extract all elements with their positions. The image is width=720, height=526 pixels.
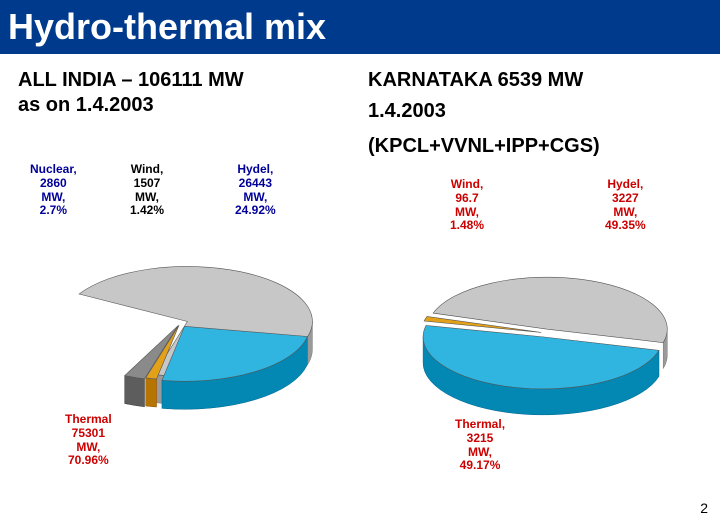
subhead-row: ALL INDIA – 106111 MW as on 1.4.2003 KAR…	[0, 64, 720, 163]
subhead-right: KARNATAKA 6539 MW 1.4.2003 (KPCL+VVNL+IP…	[360, 64, 720, 163]
label-thermal-right: Thermal, 3215MW, 49.17%	[455, 418, 505, 473]
label-wind-right: Wind, 96.7MW, 1.48%	[450, 178, 484, 233]
label-hydel-right: Hydel, 3227MW, 49.35%	[605, 178, 646, 233]
label-hydel-left: Hydel, 26443MW, 24.92%	[235, 163, 276, 218]
right-heading-line2: 1.4.2003	[368, 99, 710, 124]
label-wind-left: Wind, 1507MW, 1.42%	[130, 163, 164, 218]
left-heading-line1: ALL INDIA – 106111 MW	[18, 68, 350, 93]
subhead-left: ALL INDIA – 106111 MW as on 1.4.2003	[0, 64, 360, 163]
page-number: 2	[700, 500, 708, 516]
right-heading-line3: (KPCL+VVNL+IPP+CGS)	[368, 134, 710, 159]
label-thermal-left: Thermal 75301MW, 70.96%	[65, 413, 112, 468]
pie-chart-karnataka	[380, 218, 710, 438]
charts-area: Nuclear, 2860MW, 2.7% Wind, 1507MW, 1.42…	[0, 163, 720, 473]
page-title: Hydro-thermal mix	[8, 6, 326, 48]
title-bar: Hydro-thermal mix	[0, 0, 720, 54]
label-nuclear: Nuclear, 2860MW, 2.7%	[30, 163, 77, 218]
pie-chart-all-india	[10, 203, 350, 433]
right-heading-line1: KARNATAKA 6539 MW	[368, 68, 710, 93]
left-heading-line2: as on 1.4.2003	[18, 93, 350, 118]
